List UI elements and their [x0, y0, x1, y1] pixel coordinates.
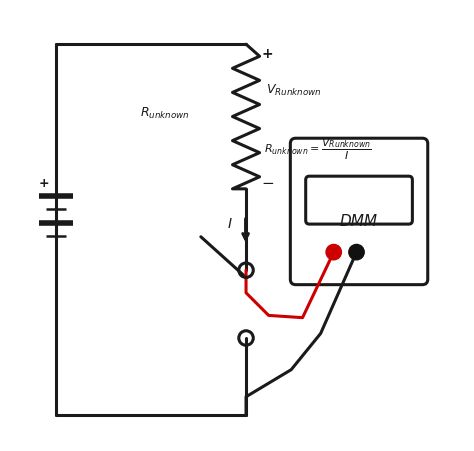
FancyBboxPatch shape: [306, 177, 412, 225]
Text: +: +: [38, 176, 49, 189]
Text: $I$: $I$: [228, 216, 233, 230]
FancyBboxPatch shape: [291, 139, 428, 285]
Text: $R_{unknown} = \dfrac{V_{Runknown}}{I}$: $R_{unknown} = \dfrac{V_{Runknown}}{I}$: [264, 136, 372, 161]
Text: DMM: DMM: [340, 213, 378, 229]
Text: $V_{Runknown}$: $V_{Runknown}$: [266, 83, 322, 98]
Text: +: +: [262, 47, 273, 61]
Circle shape: [326, 245, 341, 260]
Text: −: −: [262, 175, 274, 190]
Circle shape: [349, 245, 364, 260]
Text: $R_{unknown}$: $R_{unknown}$: [140, 105, 190, 120]
